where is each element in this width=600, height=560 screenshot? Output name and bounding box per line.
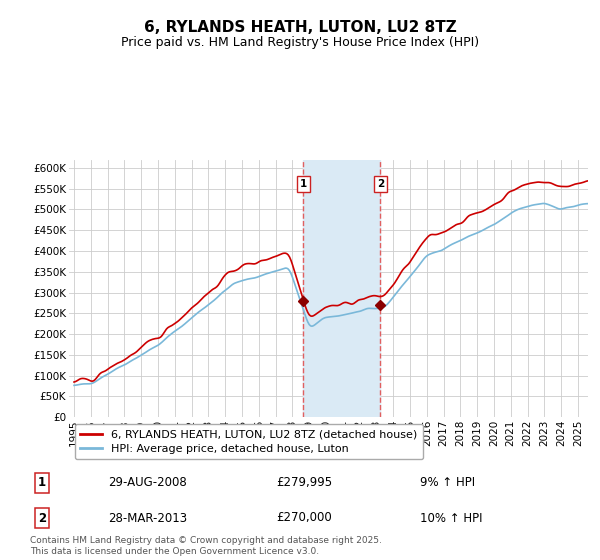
Text: £270,000: £270,000 [276,511,332,525]
Text: 2: 2 [377,179,384,189]
Text: Price paid vs. HM Land Registry's House Price Index (HPI): Price paid vs. HM Land Registry's House … [121,36,479,49]
Text: 9% ↑ HPI: 9% ↑ HPI [420,476,475,489]
Text: 2: 2 [38,511,46,525]
Text: 10% ↑ HPI: 10% ↑ HPI [420,511,482,525]
Text: Contains HM Land Registry data © Crown copyright and database right 2025.
This d: Contains HM Land Registry data © Crown c… [30,536,382,556]
Text: 1: 1 [38,476,46,489]
Text: £279,995: £279,995 [276,476,332,489]
Text: 6, RYLANDS HEATH, LUTON, LU2 8TZ: 6, RYLANDS HEATH, LUTON, LU2 8TZ [143,20,457,35]
Text: 1: 1 [300,179,307,189]
Text: 28-MAR-2013: 28-MAR-2013 [108,511,187,525]
Text: 29-AUG-2008: 29-AUG-2008 [108,476,187,489]
Legend: 6, RYLANDS HEATH, LUTON, LU2 8TZ (detached house), HPI: Average price, detached : 6, RYLANDS HEATH, LUTON, LU2 8TZ (detach… [74,424,423,459]
Bar [304,160,380,417]
